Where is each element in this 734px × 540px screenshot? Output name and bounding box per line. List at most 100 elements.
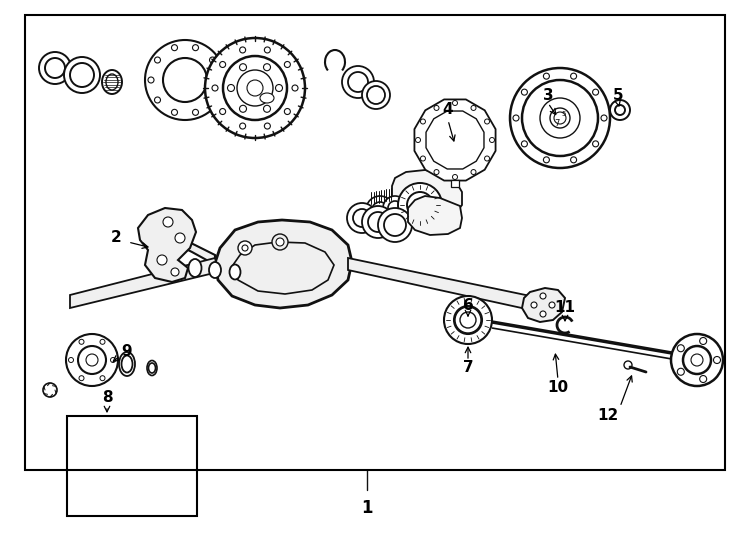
Circle shape bbox=[192, 109, 198, 116]
Circle shape bbox=[78, 346, 106, 374]
Ellipse shape bbox=[106, 74, 118, 90]
Circle shape bbox=[342, 66, 374, 98]
Text: 11: 11 bbox=[554, 300, 575, 315]
Circle shape bbox=[383, 196, 407, 220]
Text: 6: 6 bbox=[462, 298, 473, 313]
Circle shape bbox=[219, 109, 225, 114]
Circle shape bbox=[212, 85, 218, 91]
Circle shape bbox=[264, 123, 270, 129]
Circle shape bbox=[362, 81, 390, 109]
Circle shape bbox=[531, 302, 537, 308]
Text: 10: 10 bbox=[548, 381, 569, 395]
Circle shape bbox=[434, 170, 439, 174]
Text: 5: 5 bbox=[613, 87, 623, 103]
Circle shape bbox=[554, 112, 566, 124]
Ellipse shape bbox=[148, 363, 156, 373]
Circle shape bbox=[175, 233, 185, 243]
Text: 7: 7 bbox=[462, 361, 473, 375]
Circle shape bbox=[64, 57, 100, 93]
Polygon shape bbox=[426, 111, 484, 169]
Circle shape bbox=[172, 109, 178, 116]
Circle shape bbox=[264, 47, 270, 53]
Circle shape bbox=[247, 80, 263, 96]
Text: 1: 1 bbox=[361, 499, 373, 517]
Text: 2: 2 bbox=[111, 231, 121, 246]
Circle shape bbox=[39, 52, 71, 84]
Circle shape bbox=[163, 58, 207, 102]
Circle shape bbox=[455, 307, 481, 333]
Circle shape bbox=[100, 339, 105, 345]
Circle shape bbox=[237, 70, 273, 106]
Circle shape bbox=[490, 138, 495, 143]
Circle shape bbox=[347, 203, 377, 233]
Circle shape bbox=[484, 156, 490, 161]
Text: 7: 7 bbox=[554, 119, 560, 129]
Circle shape bbox=[216, 77, 222, 83]
Circle shape bbox=[366, 196, 394, 224]
Circle shape bbox=[372, 202, 388, 218]
Circle shape bbox=[540, 98, 580, 138]
Circle shape bbox=[610, 100, 630, 120]
Bar bbox=[25, 15, 725, 470]
Circle shape bbox=[700, 338, 707, 345]
Circle shape bbox=[521, 141, 528, 147]
Circle shape bbox=[163, 217, 173, 227]
Circle shape bbox=[242, 245, 248, 251]
Polygon shape bbox=[138, 208, 196, 282]
Circle shape bbox=[713, 356, 721, 363]
Text: 5: 5 bbox=[562, 111, 566, 117]
Ellipse shape bbox=[189, 259, 202, 277]
Ellipse shape bbox=[230, 265, 241, 280]
Polygon shape bbox=[392, 170, 462, 218]
Circle shape bbox=[238, 241, 252, 255]
Circle shape bbox=[677, 345, 684, 352]
Circle shape bbox=[388, 201, 402, 215]
Circle shape bbox=[348, 72, 368, 92]
Circle shape bbox=[192, 45, 198, 51]
Ellipse shape bbox=[147, 361, 157, 375]
Circle shape bbox=[284, 62, 291, 68]
Circle shape bbox=[43, 383, 57, 397]
Polygon shape bbox=[233, 242, 334, 294]
Circle shape bbox=[239, 47, 246, 53]
Circle shape bbox=[570, 73, 577, 79]
Circle shape bbox=[205, 38, 305, 138]
Circle shape bbox=[510, 68, 610, 168]
Circle shape bbox=[70, 63, 94, 87]
Polygon shape bbox=[522, 288, 565, 322]
Polygon shape bbox=[408, 196, 462, 235]
Bar bbox=[67, 416, 197, 516]
Circle shape bbox=[223, 56, 287, 120]
Text: 4: 4 bbox=[443, 103, 454, 118]
Circle shape bbox=[415, 138, 421, 143]
Circle shape bbox=[172, 45, 178, 51]
Text: 8: 8 bbox=[102, 390, 112, 406]
Circle shape bbox=[452, 100, 457, 105]
Circle shape bbox=[284, 109, 291, 114]
Circle shape bbox=[367, 86, 385, 104]
Circle shape bbox=[157, 255, 167, 265]
Circle shape bbox=[513, 115, 519, 121]
Ellipse shape bbox=[211, 264, 219, 276]
Circle shape bbox=[171, 268, 179, 276]
Circle shape bbox=[543, 157, 550, 163]
Circle shape bbox=[601, 115, 607, 121]
Circle shape bbox=[549, 302, 555, 308]
Polygon shape bbox=[70, 258, 218, 308]
Circle shape bbox=[452, 174, 457, 179]
Ellipse shape bbox=[191, 261, 200, 275]
Circle shape bbox=[615, 105, 625, 115]
Circle shape bbox=[86, 354, 98, 366]
Circle shape bbox=[276, 238, 284, 246]
Text: 12: 12 bbox=[597, 408, 619, 422]
Circle shape bbox=[362, 206, 394, 238]
Polygon shape bbox=[215, 220, 352, 308]
Circle shape bbox=[368, 212, 388, 232]
Ellipse shape bbox=[231, 267, 239, 278]
Ellipse shape bbox=[119, 352, 135, 376]
Circle shape bbox=[272, 234, 288, 250]
Polygon shape bbox=[348, 258, 540, 312]
Text: 9: 9 bbox=[122, 345, 132, 360]
Circle shape bbox=[444, 296, 492, 344]
Circle shape bbox=[398, 183, 442, 227]
